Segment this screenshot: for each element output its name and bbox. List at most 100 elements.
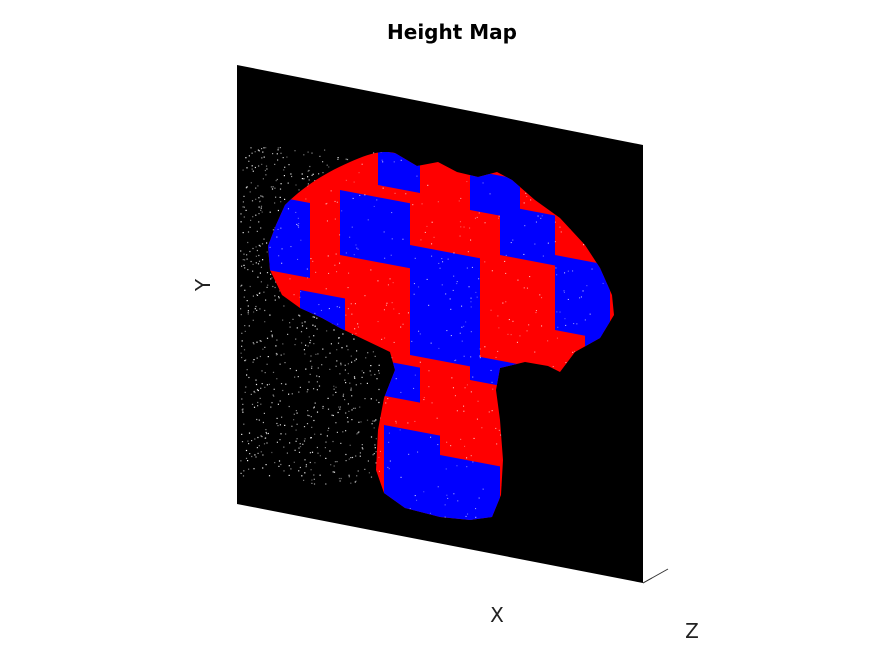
- cloud-point: [370, 436, 373, 438]
- surface-point: [564, 272, 566, 274]
- cloud-point: [266, 251, 268, 253]
- cloud-point: [265, 429, 267, 431]
- cloud-point: [258, 150, 260, 152]
- cloud-point: [259, 200, 261, 202]
- surface-point: [359, 194, 361, 196]
- cloud-point: [345, 460, 347, 462]
- cloud-point: [244, 360, 246, 362]
- cloud-point: [242, 411, 244, 413]
- cloud-point: [278, 460, 281, 462]
- cloud-point: [346, 158, 349, 161]
- surface-point: [576, 323, 578, 325]
- surface-point: [391, 238, 393, 240]
- cloud-point: [252, 295, 254, 297]
- surface-point: [502, 302, 504, 304]
- surface-point: [356, 247, 358, 249]
- cloud-point: [372, 420, 374, 422]
- cloud-point: [248, 376, 250, 379]
- surface-point: [381, 338, 383, 340]
- cloud-point: [339, 480, 341, 482]
- surface-point: [586, 285, 588, 287]
- surface-point: [400, 326, 402, 328]
- cloud-point: [322, 172, 324, 174]
- cloud-point: [330, 464, 332, 466]
- surface-point: [451, 377, 453, 379]
- surface-point: [402, 238, 404, 240]
- z-axis-tick: [642, 577, 653, 584]
- cloud-point: [348, 410, 350, 412]
- cloud-point: [355, 480, 357, 482]
- surface-point: [490, 309, 492, 311]
- cloud-point: [325, 457, 327, 459]
- cloud-point: [310, 416, 312, 418]
- surface-point: [373, 205, 375, 207]
- cloud-point: [270, 186, 272, 188]
- surface-point: [387, 284, 389, 286]
- surface-point: [414, 420, 416, 422]
- cloud-point: [315, 353, 317, 355]
- cloud-point: [344, 369, 346, 371]
- cloud-point: [278, 465, 280, 467]
- cloud-point: [351, 361, 353, 363]
- surface-point: [446, 330, 448, 332]
- cloud-point: [244, 325, 246, 327]
- cloud-point: [251, 200, 254, 202]
- surface-point: [307, 185, 309, 187]
- cloud-point: [265, 174, 267, 176]
- cloud-point: [256, 249, 258, 252]
- cloud-point: [250, 182, 252, 184]
- cloud-point: [313, 474, 315, 476]
- cloud-point: [240, 285, 242, 287]
- surface-point: [320, 309, 322, 311]
- cloud-point: [375, 399, 378, 401]
- cloud-point: [376, 378, 378, 380]
- cloud-point: [374, 420, 376, 422]
- surface-point: [334, 200, 336, 202]
- surface-point: [398, 313, 400, 315]
- surface-point: [490, 369, 492, 371]
- surface-point: [330, 190, 332, 192]
- cloud-point: [372, 454, 374, 456]
- surface-point: [400, 159, 402, 161]
- cloud-point: [279, 400, 281, 402]
- cloud-point: [308, 179, 310, 181]
- surface-point: [388, 441, 390, 443]
- cloud-point: [316, 375, 318, 377]
- surface-point: [468, 286, 470, 288]
- cloud-point: [280, 383, 283, 385]
- cloud-point: [274, 187, 276, 189]
- surface-point: [583, 244, 585, 246]
- cloud-point: [260, 451, 262, 453]
- cloud-point: [374, 447, 376, 449]
- cloud-point: [277, 159, 279, 161]
- cloud-point: [255, 187, 257, 189]
- cloud-point: [245, 187, 247, 189]
- cloud-point: [262, 178, 264, 180]
- cloud-point: [246, 254, 248, 256]
- cloud-point: [254, 391, 256, 394]
- cloud-point: [340, 442, 342, 444]
- surface-point: [353, 254, 355, 256]
- surface-point: [565, 324, 567, 326]
- cloud-point: [306, 327, 308, 329]
- cloud-point: [289, 368, 291, 370]
- cloud-point: [248, 432, 251, 434]
- surface-point: [391, 302, 393, 304]
- surface-point: [564, 318, 566, 320]
- surface-point: [428, 386, 430, 388]
- cloud-point: [269, 211, 271, 213]
- cloud-point: [366, 419, 369, 421]
- cloud-point: [309, 360, 311, 362]
- cloud-point: [322, 405, 324, 408]
- cloud-point: [241, 332, 243, 334]
- surface-point: [389, 460, 391, 462]
- cloud-point: [243, 470, 245, 472]
- surface-point: [378, 456, 380, 458]
- cloud-point: [272, 285, 274, 288]
- cloud-point: [304, 321, 306, 323]
- cloud-point: [264, 346, 266, 348]
- surface-point: [470, 356, 472, 358]
- cloud-point: [260, 205, 263, 207]
- cloud-point: [349, 444, 351, 446]
- cloud-point: [378, 370, 380, 372]
